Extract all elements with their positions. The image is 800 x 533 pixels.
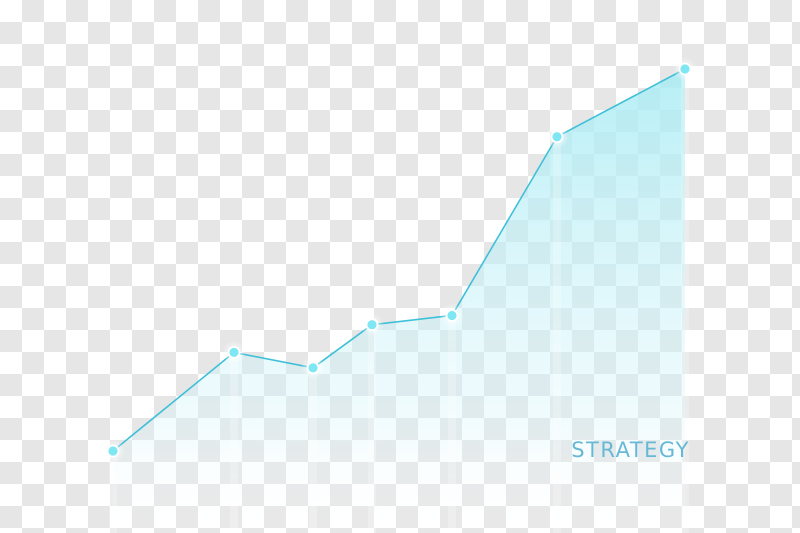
glow-strip — [109, 451, 117, 533]
data-point-layer — [101, 57, 697, 463]
series-line-segment — [556, 68, 686, 138]
series-line-segment — [451, 136, 558, 316]
series-line-segment — [112, 351, 235, 452]
glow-strip — [553, 136, 561, 533]
series-line-layer — [112, 68, 686, 452]
area-fill-layer — [109, 69, 689, 533]
area-fill — [113, 69, 685, 533]
glow-strip — [448, 315, 456, 533]
glow-strip — [368, 324, 376, 533]
data-point — [678, 62, 692, 76]
strategy-label: STRATEGY — [571, 438, 690, 462]
series-line-segment — [233, 351, 314, 369]
series-line-segment — [371, 314, 453, 326]
data-point — [306, 361, 320, 375]
data-point — [106, 444, 120, 458]
glow-strip — [681, 69, 689, 533]
data-point — [445, 309, 459, 322]
glow-strip — [230, 352, 238, 533]
data-point — [227, 346, 241, 359]
data-point — [365, 318, 379, 332]
series-line-segment — [312, 324, 373, 369]
glow-strip — [309, 367, 317, 533]
data-point — [550, 130, 564, 144]
